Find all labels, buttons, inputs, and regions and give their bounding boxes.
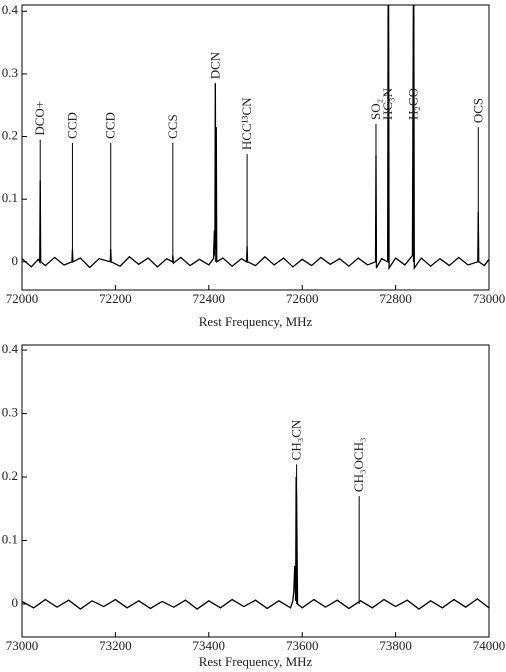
x-tick-label: 72400 xyxy=(193,291,226,306)
frame xyxy=(21,344,490,638)
x-tick-label: 73600 xyxy=(286,638,319,653)
y-tick-label: 0.4 xyxy=(2,2,19,17)
x-tick-label: 73000 xyxy=(6,638,39,653)
plot-area xyxy=(22,464,489,610)
spectrum-line xyxy=(22,477,489,610)
x-tick-label: 72800 xyxy=(379,291,412,306)
frame xyxy=(21,4,490,291)
x-tick-label: 72600 xyxy=(286,291,319,306)
x-tick-label: 73200 xyxy=(99,638,132,653)
line-label: CH₃OCH₃ xyxy=(351,438,366,493)
line-label: OCS xyxy=(470,98,485,123)
x-axis-label: Rest Frequency, MHz xyxy=(199,314,313,329)
line-label: HC₃N xyxy=(380,87,395,120)
y-tick-label: 0.1 xyxy=(2,531,18,546)
line-label: CCD xyxy=(64,112,79,139)
line-label: CCS xyxy=(165,114,180,139)
y-tick-label: 0.1 xyxy=(2,190,18,205)
y-tick-label: 0.2 xyxy=(2,468,18,483)
y-tick-label: 0.4 xyxy=(2,341,19,356)
x-tick-label: 74000 xyxy=(473,638,506,653)
x-tick-label: 73400 xyxy=(193,638,226,653)
line-label: SO₂ xyxy=(368,99,383,120)
spectrum-line xyxy=(22,5,489,271)
panel: 72000 72200 72400 72600 72800 73000 0 0.1 0.2 0.3… xyxy=(2,2,506,329)
line-label: H₂CO xyxy=(405,88,420,120)
line-label: DCN xyxy=(207,51,222,79)
y-tick-label: 0.3 xyxy=(2,65,18,80)
x-tick-label: 73800 xyxy=(379,638,412,653)
line-label: HCC¹³CN xyxy=(239,97,254,150)
x-tick-label: 72000 xyxy=(6,291,39,306)
line-label: DCO+ xyxy=(32,101,47,136)
x-tick-label: 72200 xyxy=(99,291,132,306)
y-tick-label: 0 xyxy=(12,595,19,610)
y-tick-label: 0 xyxy=(12,253,19,268)
x-axis-label: Rest Frequency, MHz xyxy=(199,654,313,669)
y-tick-label: 0.3 xyxy=(2,405,18,420)
plot-area xyxy=(22,5,489,271)
line-label: CCD xyxy=(103,112,118,139)
y-tick-label: 0.2 xyxy=(2,128,18,143)
x-tick-label: 73000 xyxy=(473,291,506,306)
panel: 73000 73200 73400 73600 73800 74000 0 0.1 0.2 0.3… xyxy=(2,341,506,669)
line-label: CH₃CN xyxy=(289,419,304,460)
